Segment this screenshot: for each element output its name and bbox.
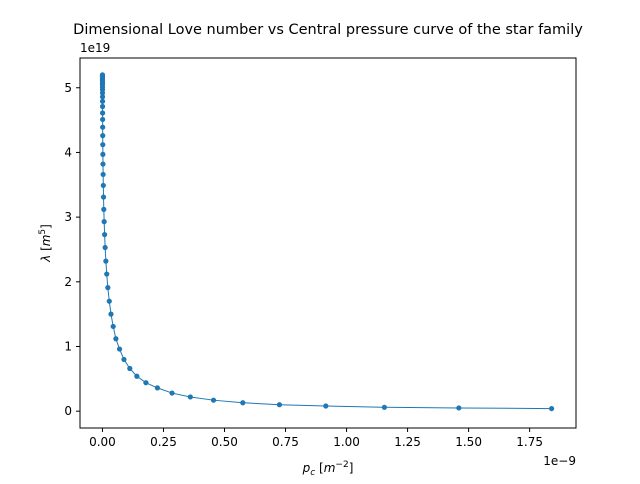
data-point [105,285,111,291]
data-point [116,346,123,352]
data-point [102,231,108,238]
x-tick-label: 1.00 [333,435,360,449]
x-tick-label: 1.25 [394,435,421,449]
data-point [143,380,149,386]
data-point [103,258,109,264]
data-point [134,373,140,379]
data-point [169,390,175,396]
data-point [101,219,107,225]
data-point [121,356,127,363]
y-axis-label: λ [m5] [38,224,53,263]
y-axis-ticks: 0 1 2 3 4 5 [64,81,80,418]
plot-area [99,72,555,412]
data-point [99,110,106,116]
x-tick-label: 0.75 [272,435,299,449]
x-tick-label: 0.25 [150,435,177,449]
data-point [100,182,106,189]
y-tick-label: 4 [64,145,72,159]
y-tick-label: 3 [64,210,72,224]
x-axis-ticks: 0.00 0.25 0.50 0.75 1.00 1.25 1.50 1.75 [89,428,543,449]
data-point [154,385,160,391]
data-point [110,323,116,330]
data-point [210,397,217,403]
data-point [187,394,193,400]
data-point [127,365,133,372]
y-tick-label: 2 [64,275,72,289]
x-tick-label: 0.50 [211,435,238,449]
data-point [100,151,106,157]
data-point [108,311,114,317]
data-point [276,402,283,408]
data-point [99,98,106,104]
y-axis-offset-label: 1e19 [80,41,110,55]
x-tick-label: 1.50 [455,435,482,449]
data-point [102,244,108,251]
data-point [240,400,246,406]
data-point [99,94,106,100]
data-point [106,298,112,304]
x-axis-label: pc [m−2] [302,460,354,478]
x-tick-label: 0.00 [89,435,116,449]
data-point [100,142,106,148]
data-point [99,72,106,78]
data-point [456,405,462,411]
data-point [100,171,106,178]
data-point [100,116,106,123]
data-point [100,161,106,167]
y-tick-label: 5 [64,81,72,95]
data-point [548,405,555,412]
data-point [100,194,107,200]
x-tick-label: 1.75 [516,435,543,449]
data-point [99,103,106,110]
data-point [113,336,119,342]
x-axis-offset-label: 1e−9 [543,454,576,468]
data-point [100,124,106,130]
data-point [101,206,107,212]
y-tick-label: 0 [64,404,72,418]
data-point [100,133,106,139]
data-point [104,271,110,277]
data-point [323,403,329,409]
axes-frame [79,57,577,429]
y-tick-label: 1 [64,339,72,353]
chart-title: Dimensional Love number vs Central press… [73,22,583,38]
data-point [381,404,387,410]
